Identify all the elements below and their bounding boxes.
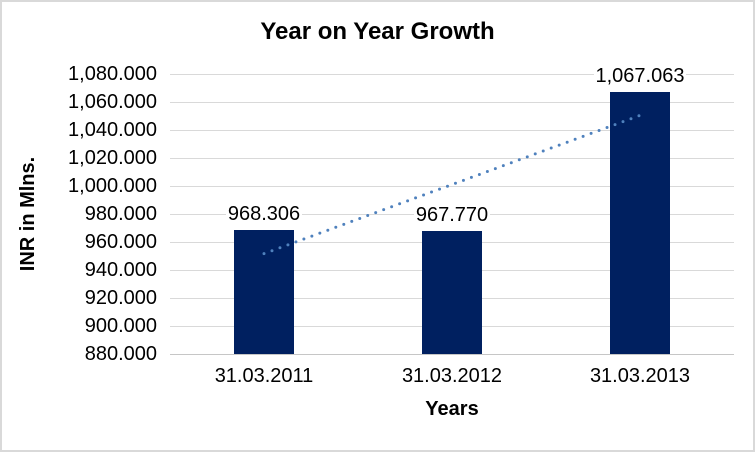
bar-value-text: 1,067.063 xyxy=(593,65,687,88)
x-axis-tick-label: 31.03.2012 xyxy=(401,365,503,387)
x-axis-title: Years xyxy=(425,398,479,420)
bar-value-text: 967.770 xyxy=(413,204,491,227)
x-axis-tick-label: 31.03.2013 xyxy=(589,365,691,387)
chart-bar xyxy=(234,230,294,354)
y-axis-tick-label: 1,020.000 xyxy=(68,147,157,169)
bar-value-label: 967.770 xyxy=(372,203,532,227)
gridline xyxy=(170,101,734,103)
y-axis-tick-label: 940.000 xyxy=(84,259,157,281)
y-axis-tick-label: 1,080.000 xyxy=(68,63,157,85)
y-axis-tick-label: 1,000.000 xyxy=(68,175,157,197)
y-axis-tick-label: 900.000 xyxy=(84,315,157,337)
chart-bar xyxy=(610,92,670,354)
y-axis-tick-label: 920.000 xyxy=(84,287,157,309)
chart-title: Year on Year Growth xyxy=(260,18,495,45)
y-axis-tick-label: 1,040.000 xyxy=(68,119,157,141)
bar-value-text: 968.306 xyxy=(225,203,303,226)
bar-value-label: 1,067.063 xyxy=(560,64,720,88)
y-axis-tick-label: 980.000 xyxy=(84,203,157,225)
x-axis-tick-label: 31.03.2011 xyxy=(214,365,314,387)
y-axis-tick-label: 880.000 xyxy=(84,343,157,365)
bar-value-label: 968.306 xyxy=(184,202,344,226)
chart-bar xyxy=(422,231,482,354)
x-axis-line xyxy=(170,353,734,355)
gridline xyxy=(170,73,734,75)
y-axis-tick-label: 960.000 xyxy=(84,231,157,253)
y-axis-tick-label: 1,060.000 xyxy=(68,91,157,113)
